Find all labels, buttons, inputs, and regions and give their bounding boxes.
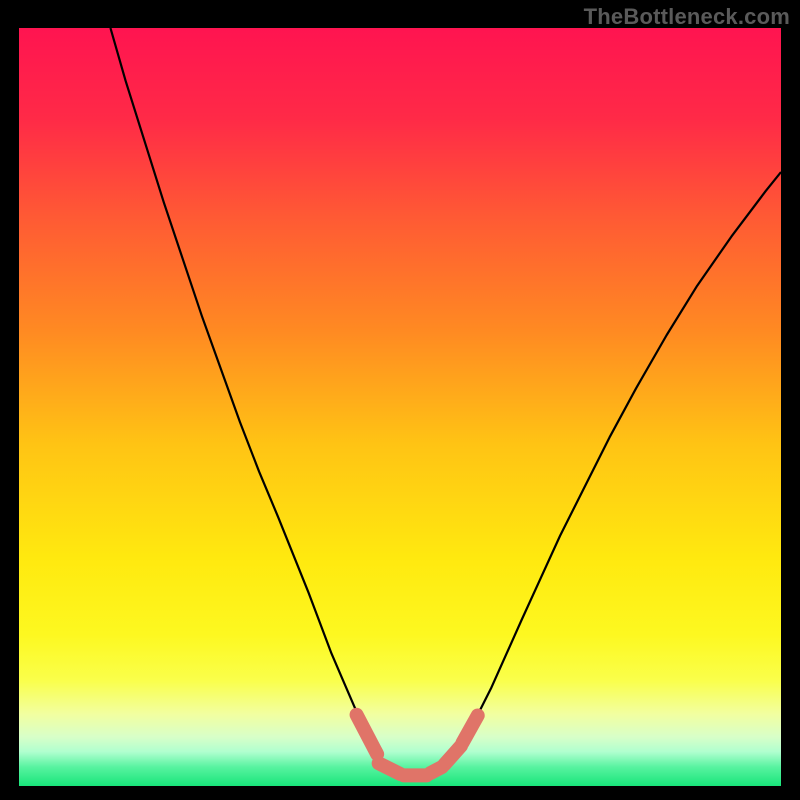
watermark-text: TheBottleneck.com <box>584 4 790 30</box>
plot-area <box>19 28 781 786</box>
chart-frame: TheBottleneck.com <box>0 0 800 800</box>
plot-svg <box>19 28 781 786</box>
highlight-segment <box>379 763 400 774</box>
plot-background <box>19 28 781 786</box>
